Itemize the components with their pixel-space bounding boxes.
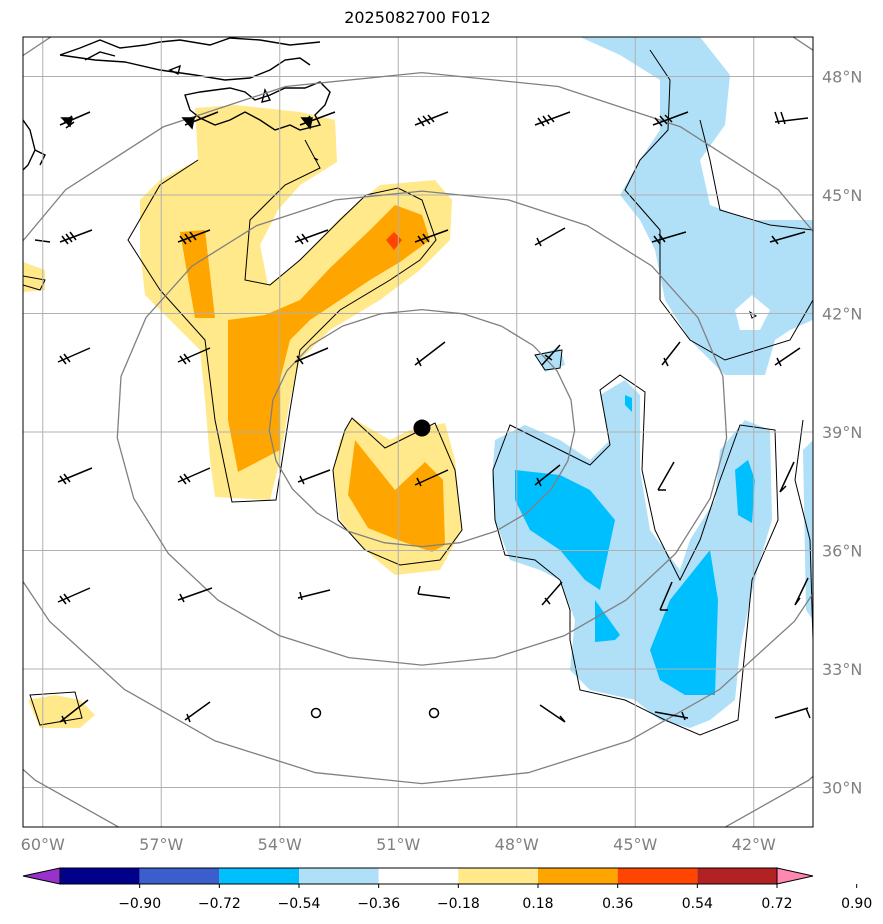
wind-barb: [177, 467, 211, 485]
colorbar-label: 0.36: [602, 896, 633, 912]
wind-barb: [774, 347, 801, 367]
wind-barb: [651, 231, 687, 245]
range-ring: [116, 190, 728, 666]
wind-barb: [652, 111, 689, 127]
wind-barb: [59, 111, 91, 129]
wind-barb: [294, 347, 329, 365]
colorbar-segment: [299, 868, 379, 884]
colorbar-frame: [59, 867, 778, 885]
longitude-tick-label: 51°W: [376, 835, 420, 854]
wind-barb: [57, 347, 91, 365]
range-ring: [268, 308, 576, 548]
coastline: [23, 37, 331, 243]
colorbar-extend-high: [776, 867, 814, 885]
latitude-tick-label: 33°N: [822, 660, 862, 679]
colorbar-segment: [458, 868, 538, 884]
longitude-tick-label: 48°W: [495, 835, 539, 854]
longitude-tick-label: 60°W: [21, 835, 65, 854]
wind-barb: [534, 111, 571, 127]
wind-barb: [414, 229, 449, 245]
wind-barb: [57, 587, 91, 605]
longitude-tick-label: 57°W: [139, 835, 183, 854]
latitude-tick-label: 42°N: [822, 305, 862, 324]
wind-barb: [659, 581, 673, 611]
wind-barb: [774, 111, 809, 125]
wind-barb: [59, 229, 93, 245]
latitude-tick-label: 36°N: [822, 542, 862, 561]
wind-barb: [539, 704, 566, 723]
plot-frame: [22, 36, 814, 828]
wind-barb: [177, 347, 211, 365]
colorbar-label: −0.54: [278, 896, 321, 912]
colorbar-segment: [617, 868, 698, 884]
wind-barb: [417, 585, 451, 599]
wind-barb: [57, 467, 93, 485]
longitude-tick-label: 42°W: [732, 835, 776, 854]
latitude-tick-label: 48°N: [822, 68, 862, 87]
wind-barb: [414, 111, 449, 127]
colorbar-label: 0.90: [841, 896, 872, 912]
longitude-tick-label: 54°W: [258, 835, 302, 854]
wind-barb: [177, 587, 213, 603]
calm-wind-marker: [428, 707, 440, 719]
colorbar-segment: [697, 868, 777, 884]
map-title: 2025082700 F012: [344, 8, 491, 27]
colorbar-label: −0.72: [198, 896, 241, 912]
negative-contour-fill: [492, 37, 813, 728]
colorbar-segment: [378, 868, 459, 884]
calm-wind-marker: [310, 707, 322, 719]
colorbar-label: −0.18: [437, 896, 480, 912]
latitude-tick-label: 30°N: [822, 779, 862, 798]
wind-barb: [297, 589, 331, 601]
range-ring: [23, 71, 813, 785]
wind-barb: [769, 231, 806, 245]
wind-barb: [541, 581, 563, 606]
colorbar-extend-low: [22, 867, 61, 885]
wind-barb: [779, 461, 795, 493]
wind-barb: [59, 699, 89, 725]
longitude-tick-labels: 60°W 57°W 54°W 51°W 48°W 45°W 42°W: [21, 835, 776, 854]
wind-barb: [299, 111, 336, 130]
wind-barb: [177, 229, 211, 245]
wind-barb: [297, 469, 331, 485]
wind-barb: [774, 707, 811, 719]
colorbar-segment: [139, 868, 220, 884]
colorbar-label: −0.36: [357, 896, 400, 912]
latitude-tick-labels: 48°N 45°N 42°N 39°N 36°N 33°N 30°N: [822, 68, 862, 798]
wind-barb: [534, 464, 561, 487]
colorbar-segment: [60, 868, 140, 884]
colorbar-label: 0.18: [522, 896, 553, 912]
wind-barb: [794, 577, 809, 606]
wind-barb: [657, 461, 675, 491]
latitude-tick-label: 39°N: [822, 423, 862, 442]
colorbar-label: 0.72: [761, 896, 792, 912]
wind-barb: [541, 344, 561, 366]
colorbar-segment: [538, 868, 618, 884]
wind-barb: [654, 711, 689, 721]
wind-barbs: [57, 111, 811, 725]
storm-center-marker: [413, 419, 431, 437]
wind-barb: [294, 229, 329, 245]
colorbar: −0.90 −0.72 −0.54 −0.36 −0.18 0.18 0.36 0.54 0.7…: [22, 867, 872, 912]
wind-barb: [414, 341, 446, 367]
positive-contour-fill: [23, 105, 462, 728]
longitude-tick-label: 45°W: [613, 835, 657, 854]
wind-barb: [181, 111, 219, 130]
colorbar-label: 0.54: [682, 896, 713, 912]
wind-barb: [534, 227, 566, 247]
colorbar-segment: [219, 868, 299, 884]
colorbar-label: −0.90: [118, 896, 161, 912]
latitude-tick-label: 45°N: [822, 186, 862, 205]
wind-barb: [414, 469, 449, 487]
wind-barb: [184, 701, 211, 723]
wind-barb: [661, 341, 681, 367]
graticule: [23, 37, 813, 827]
range-rings: [23, 37, 813, 827]
